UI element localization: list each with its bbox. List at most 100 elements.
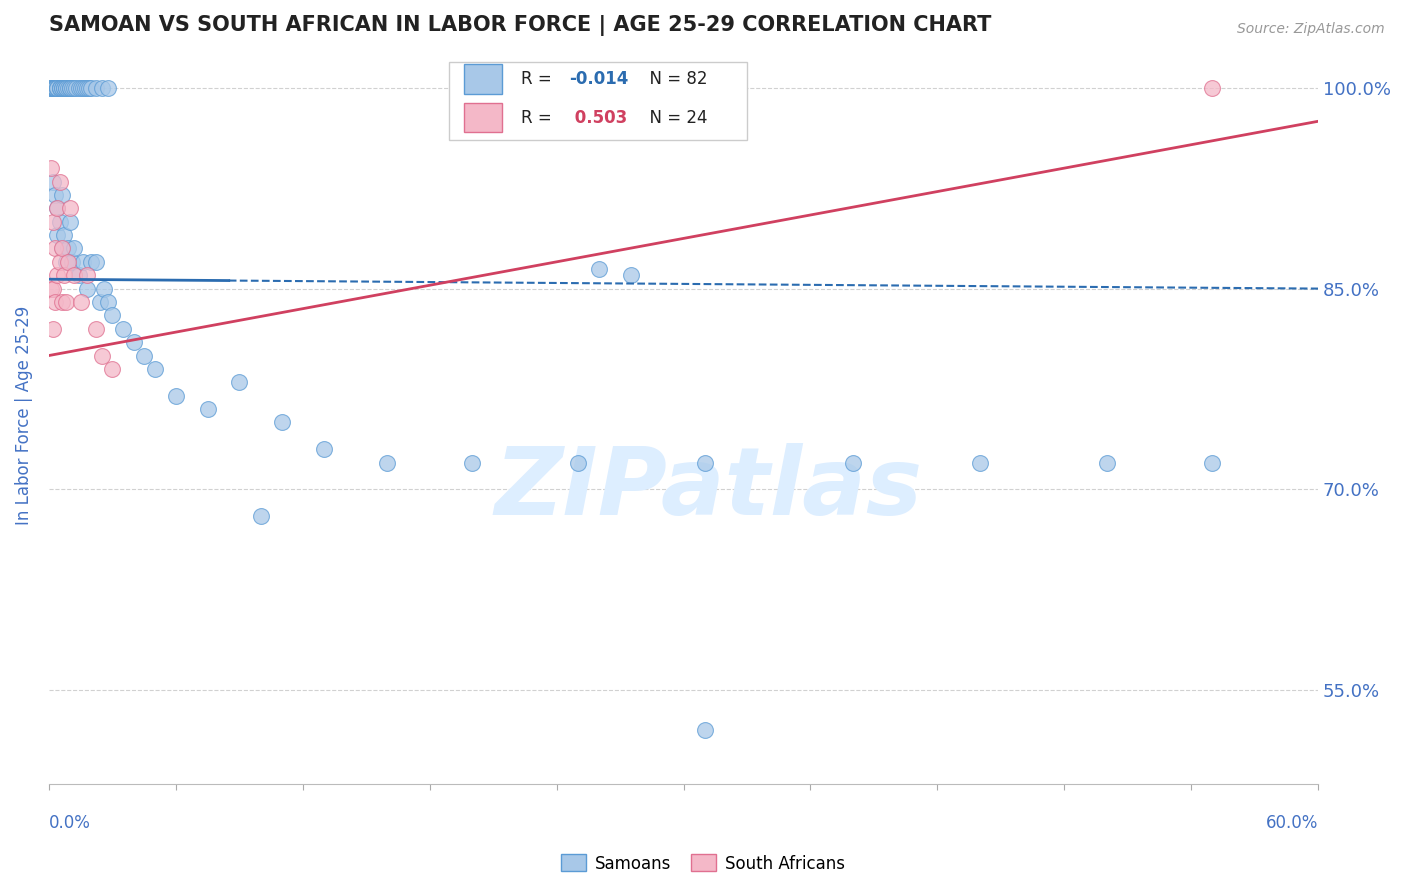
- Point: [56, 242, 79, 256]
- Text: N = 82: N = 82: [640, 70, 707, 88]
- Point: [46, 80, 69, 95]
- Point: [228, 376, 250, 390]
- Point: [1201, 456, 1223, 470]
- Point: [42, 80, 65, 95]
- Point: [46, 80, 69, 95]
- Point: [44, 80, 66, 95]
- Point: [97, 80, 120, 95]
- Point: [134, 349, 156, 363]
- Text: 60.0%: 60.0%: [1265, 814, 1319, 832]
- Point: [69, 80, 91, 95]
- Point: [122, 335, 145, 350]
- Point: [67, 80, 90, 95]
- Point: [51, 295, 73, 310]
- Point: [48, 174, 70, 188]
- Point: [461, 456, 484, 470]
- Point: [67, 268, 90, 283]
- Point: [48, 255, 70, 269]
- Point: [80, 255, 103, 269]
- Point: [60, 255, 83, 269]
- Point: [84, 255, 107, 269]
- Text: SAMOAN VS SOUTH AFRICAN IN LABOR FORCE | AGE 25-29 CORRELATION CHART: SAMOAN VS SOUTH AFRICAN IN LABOR FORCE |…: [49, 15, 991, 36]
- Text: R =: R =: [522, 109, 557, 127]
- Point: [39, 80, 62, 95]
- Point: [312, 442, 335, 457]
- Point: [90, 80, 112, 95]
- Point: [44, 80, 66, 95]
- Point: [52, 80, 75, 95]
- Point: [56, 255, 79, 269]
- Point: [46, 80, 69, 95]
- Point: [90, 349, 112, 363]
- Point: [693, 723, 716, 738]
- Point: [42, 174, 65, 188]
- Text: 0.0%: 0.0%: [49, 814, 91, 832]
- Point: [101, 362, 124, 376]
- Point: [59, 80, 82, 95]
- Point: [84, 322, 107, 336]
- Point: [44, 295, 66, 310]
- Point: [77, 80, 100, 95]
- Point: [111, 322, 134, 336]
- Point: [101, 309, 124, 323]
- Point: [44, 188, 66, 202]
- Point: [52, 80, 75, 95]
- Point: [48, 80, 70, 95]
- FancyBboxPatch shape: [464, 103, 502, 132]
- Point: [377, 456, 399, 470]
- Text: N = 24: N = 24: [640, 109, 707, 127]
- Point: [42, 322, 65, 336]
- Point: [46, 228, 69, 243]
- Point: [270, 416, 292, 430]
- Point: [39, 80, 62, 95]
- Point: [55, 255, 77, 269]
- Point: [165, 389, 187, 403]
- Point: [59, 202, 82, 216]
- Point: [56, 80, 79, 95]
- Point: [48, 215, 70, 229]
- Y-axis label: In Labor Force | Age 25-29: In Labor Force | Age 25-29: [15, 306, 32, 525]
- Point: [76, 80, 98, 95]
- Point: [42, 215, 65, 229]
- Point: [44, 242, 66, 256]
- Point: [1095, 456, 1118, 470]
- Point: [46, 268, 69, 283]
- Point: [39, 80, 62, 95]
- Text: 0.503: 0.503: [569, 109, 627, 127]
- Point: [97, 295, 120, 310]
- Point: [842, 456, 865, 470]
- Point: [588, 261, 610, 276]
- Text: R =: R =: [522, 70, 557, 88]
- Point: [52, 228, 75, 243]
- Point: [72, 80, 94, 95]
- Point: [620, 268, 643, 283]
- Point: [51, 80, 73, 95]
- Point: [46, 202, 69, 216]
- Point: [69, 295, 91, 310]
- Point: [63, 268, 86, 283]
- FancyBboxPatch shape: [464, 64, 502, 94]
- Text: -0.014: -0.014: [569, 70, 628, 88]
- Point: [693, 456, 716, 470]
- Point: [42, 80, 65, 95]
- Point: [48, 80, 70, 95]
- Point: [44, 80, 66, 95]
- Text: Source: ZipAtlas.com: Source: ZipAtlas.com: [1237, 22, 1385, 37]
- Point: [59, 80, 82, 95]
- Point: [52, 268, 75, 283]
- Point: [143, 362, 166, 376]
- Point: [197, 402, 219, 417]
- Point: [93, 282, 115, 296]
- Text: ZIPatlas: ZIPatlas: [495, 443, 922, 535]
- Point: [59, 215, 82, 229]
- Point: [48, 80, 70, 95]
- Point: [51, 80, 73, 95]
- Point: [80, 80, 103, 95]
- FancyBboxPatch shape: [449, 62, 747, 140]
- Point: [84, 80, 107, 95]
- Point: [1201, 80, 1223, 95]
- Point: [60, 80, 83, 95]
- Point: [969, 456, 991, 470]
- Point: [63, 242, 86, 256]
- Point: [51, 242, 73, 256]
